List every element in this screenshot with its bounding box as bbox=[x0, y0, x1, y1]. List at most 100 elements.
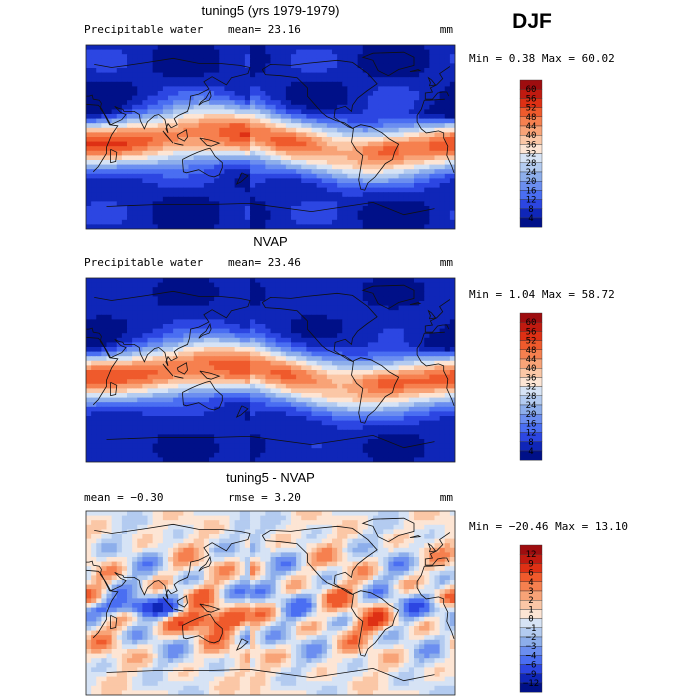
map-cell bbox=[142, 77, 149, 83]
map-cell bbox=[86, 206, 92, 212]
map-cell bbox=[383, 370, 389, 376]
map-cell bbox=[173, 54, 179, 60]
map-cell bbox=[352, 81, 359, 87]
map-cell bbox=[434, 370, 441, 376]
map-cell bbox=[311, 224, 318, 229]
map-cell bbox=[106, 45, 113, 51]
map-cell bbox=[414, 291, 420, 297]
map-cell bbox=[424, 206, 430, 212]
map-cell bbox=[280, 72, 287, 78]
map-cell bbox=[439, 287, 446, 293]
map-cell bbox=[173, 187, 179, 193]
map-cell bbox=[239, 291, 246, 297]
map-cell bbox=[86, 397, 92, 403]
map-cell bbox=[224, 173, 231, 179]
map-cell bbox=[173, 291, 179, 297]
map-cell bbox=[383, 337, 389, 343]
map-cell bbox=[280, 337, 287, 343]
map-cell bbox=[265, 118, 272, 124]
map-cell bbox=[255, 72, 261, 78]
map-cell bbox=[332, 310, 338, 316]
map-cell bbox=[439, 183, 446, 189]
map-cell bbox=[152, 388, 159, 394]
map-cell bbox=[116, 169, 123, 175]
map-cell bbox=[224, 356, 231, 362]
map-cell bbox=[306, 356, 313, 362]
map-cell bbox=[311, 118, 318, 124]
map-cell bbox=[178, 351, 184, 357]
map-cell bbox=[378, 379, 384, 385]
map-cell bbox=[198, 393, 205, 399]
map-cell bbox=[449, 81, 455, 87]
map-cell bbox=[127, 49, 133, 55]
map-cell bbox=[239, 301, 246, 307]
map-cell bbox=[173, 296, 179, 302]
map-cell bbox=[316, 219, 323, 225]
map-cell bbox=[291, 393, 297, 399]
map-cell bbox=[311, 347, 318, 353]
map-cell bbox=[383, 132, 389, 138]
map-cell bbox=[121, 169, 128, 175]
map-cell bbox=[280, 183, 287, 189]
map-cell bbox=[255, 278, 261, 284]
map-cell bbox=[198, 379, 205, 385]
map-cell bbox=[142, 123, 149, 129]
map-cell bbox=[101, 351, 108, 357]
map-cell bbox=[198, 72, 205, 78]
map-cell bbox=[398, 305, 405, 311]
map-cell bbox=[96, 146, 102, 152]
map-cell bbox=[260, 406, 266, 412]
map-cell bbox=[137, 173, 143, 179]
map-cell bbox=[296, 360, 302, 366]
map-cell bbox=[275, 342, 282, 348]
map-cell bbox=[86, 192, 92, 198]
map-cell bbox=[101, 278, 108, 284]
map-cell bbox=[332, 278, 338, 284]
map-cell bbox=[352, 187, 359, 193]
map-cell bbox=[137, 63, 143, 69]
map-cell bbox=[162, 224, 169, 229]
map-cell bbox=[285, 314, 292, 320]
map-cell bbox=[388, 402, 395, 408]
map-cell bbox=[362, 173, 369, 179]
map-cell bbox=[86, 68, 92, 74]
map-cell bbox=[152, 137, 159, 143]
map-cell bbox=[198, 282, 205, 288]
map-cell bbox=[137, 365, 143, 371]
map-cell bbox=[106, 287, 113, 293]
map-cell bbox=[311, 160, 318, 166]
map-cell bbox=[332, 146, 338, 152]
map-cell bbox=[439, 104, 446, 110]
map-cell bbox=[337, 169, 343, 175]
map-cell bbox=[439, 305, 446, 311]
map-cell bbox=[162, 328, 169, 334]
map-cell bbox=[373, 155, 379, 161]
map-cell bbox=[111, 146, 118, 152]
map-cell bbox=[137, 314, 143, 320]
map-cell bbox=[152, 342, 159, 348]
map-cell bbox=[424, 365, 430, 371]
map-cell bbox=[311, 342, 318, 348]
map-cell bbox=[91, 383, 97, 389]
map-cell bbox=[214, 397, 220, 403]
map-cell bbox=[260, 183, 266, 189]
map-cell bbox=[96, 383, 102, 389]
map-cell bbox=[127, 123, 133, 129]
map-cell bbox=[408, 347, 415, 353]
map-cell bbox=[332, 324, 338, 330]
map-cell bbox=[316, 310, 323, 316]
map-cell bbox=[378, 72, 384, 78]
map-cell bbox=[403, 310, 410, 316]
map-cell bbox=[168, 155, 174, 161]
map-cell bbox=[209, 215, 215, 221]
map-cell bbox=[121, 91, 128, 97]
map-cell bbox=[224, 219, 231, 225]
map-cell bbox=[393, 333, 400, 339]
map-cell bbox=[367, 328, 374, 334]
map-cell bbox=[419, 324, 425, 330]
map-cell bbox=[362, 86, 369, 92]
map-cell bbox=[301, 173, 307, 179]
map-cell bbox=[250, 360, 256, 366]
map-cell bbox=[239, 160, 246, 166]
map-cell bbox=[168, 324, 174, 330]
